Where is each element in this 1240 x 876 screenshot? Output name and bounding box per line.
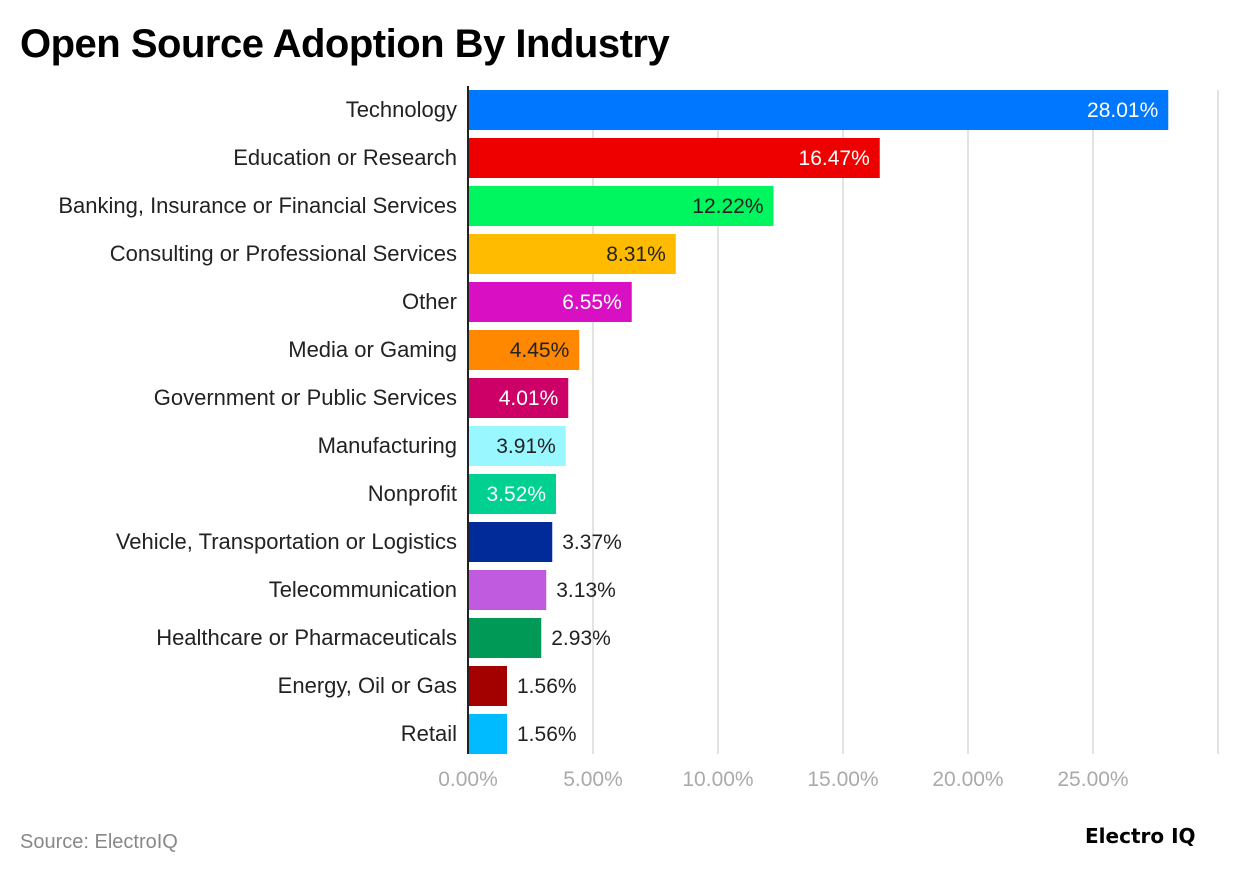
x-tick-label: 0.00% — [438, 768, 498, 791]
category-label: Energy, Oil or Gas — [278, 673, 457, 698]
category-label: Telecommunication — [269, 577, 457, 602]
category-label: Healthcare or Pharmaceuticals — [156, 625, 457, 650]
x-tick-label: 15.00% — [807, 768, 878, 791]
category-label: Education or Research — [233, 145, 457, 170]
bar — [468, 570, 547, 610]
electroiq-logo: Electro IQ — [1085, 824, 1196, 848]
category-label: Government or Public Services — [154, 385, 457, 410]
bar — [468, 714, 507, 754]
chart-title: Open Source Adoption By Industry — [20, 22, 670, 66]
x-tick-label: 10.00% — [682, 768, 753, 791]
bar — [468, 186, 774, 226]
bar — [468, 426, 566, 466]
bar — [468, 282, 632, 322]
bar — [468, 90, 1169, 130]
category-label: Vehicle, Transportation or Logistics — [116, 529, 457, 554]
bar — [468, 234, 676, 274]
data-label: 4.45% — [510, 339, 570, 362]
category-label: Other — [402, 289, 457, 314]
source-note: Source: ElectroIQ — [20, 831, 178, 853]
bar — [468, 378, 569, 418]
x-tick-label: 20.00% — [932, 768, 1003, 791]
data-label: 16.47% — [799, 147, 870, 170]
category-label: Banking, Insurance or Financial Services — [58, 193, 457, 218]
data-label: 1.56% — [517, 675, 577, 698]
bar — [468, 474, 556, 514]
bar — [468, 138, 880, 178]
data-label: 3.91% — [496, 435, 556, 458]
x-tick-label: 5.00% — [563, 768, 623, 791]
category-label: Media or Gaming — [288, 337, 457, 362]
data-label: 28.01% — [1087, 99, 1158, 122]
data-label: 6.55% — [562, 291, 622, 314]
data-label: 3.37% — [562, 531, 622, 554]
data-label: 3.52% — [486, 483, 546, 506]
bar — [468, 618, 542, 658]
bar — [468, 522, 553, 562]
bar — [468, 330, 580, 370]
data-label: 1.56% — [517, 723, 577, 746]
data-label: 4.01% — [499, 387, 559, 410]
category-label: Manufacturing — [318, 433, 457, 458]
category-label: Nonprofit — [368, 481, 457, 506]
category-label: Consulting or Professional Services — [110, 241, 457, 266]
category-label: Technology — [346, 97, 457, 122]
data-label: 3.13% — [556, 579, 616, 602]
data-label: 8.31% — [606, 243, 666, 266]
data-label: 12.22% — [692, 195, 763, 218]
category-label: Retail — [401, 721, 457, 746]
x-tick-label: 25.00% — [1057, 768, 1128, 791]
bar — [468, 666, 507, 706]
data-label: 2.93% — [551, 627, 611, 650]
